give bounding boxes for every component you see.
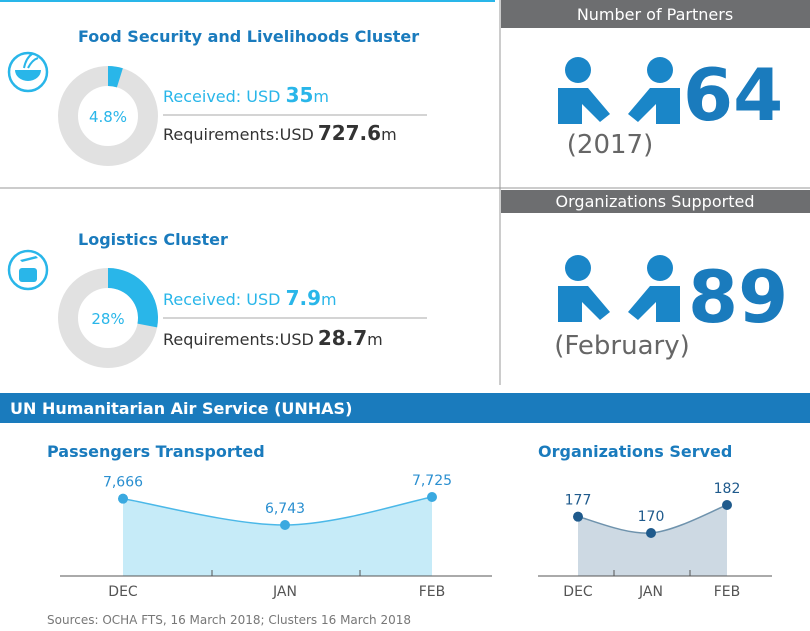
received: Received: USD 7.9m — [163, 286, 337, 310]
section-bar — [0, 393, 810, 423]
point — [646, 528, 656, 538]
x-tick-label: JAN — [638, 584, 663, 600]
panel-header — [501, 190, 810, 213]
chart-title: Passengers Transported — [47, 442, 265, 461]
logistics-icon — [7, 249, 49, 291]
donut-segment — [108, 66, 123, 88]
point — [722, 500, 732, 510]
point — [280, 520, 290, 530]
x-tick-label: JAN — [272, 584, 297, 600]
point — [427, 492, 437, 502]
x-tick-label: FEB — [419, 584, 446, 600]
x-tick-label: DEC — [563, 584, 593, 600]
section-title: UN Humanitarian Air Service (UNHAS) — [10, 399, 352, 418]
partners-value: 64 — [683, 53, 783, 137]
received: Received: USD 35m — [163, 83, 329, 107]
area — [123, 497, 432, 576]
donut-label: 28% — [91, 310, 124, 328]
partners-note: (2017) — [567, 130, 653, 160]
requirements: Requirements:USD 28.7m — [163, 326, 383, 350]
point — [573, 511, 583, 522]
value-label: 7,666 — [103, 475, 143, 491]
value-label: 182 — [714, 481, 741, 497]
donut-label: 4.8% — [89, 108, 127, 126]
organizations-value: 89 — [688, 255, 788, 339]
panel-title: Number of Partners — [577, 5, 733, 24]
area — [578, 505, 727, 576]
value-label: 177 — [565, 493, 592, 509]
sources: Sources: OCHA FTS, 16 March 2018; Cluste… — [47, 613, 411, 627]
value-label: 170 — [638, 509, 665, 525]
organizations-note: (February) — [554, 331, 690, 361]
value-label: 6,743 — [265, 501, 305, 517]
x-tick-label: DEC — [108, 584, 138, 600]
organizations-icon — [558, 255, 680, 322]
value-label: 7,725 — [412, 473, 452, 489]
donut-segment — [108, 268, 158, 328]
cluster-title: Logistics Cluster — [78, 230, 228, 249]
panel-header — [501, 0, 810, 28]
chart-title: Organizations Served — [538, 442, 732, 461]
panel-title: Organizations Supported — [556, 192, 755, 211]
cluster-title: Food Security and Livelihoods Cluster — [78, 27, 419, 46]
partners-icon — [558, 57, 680, 124]
requirements: Requirements:USD 727.6m — [163, 121, 397, 145]
x-tick-label: FEB — [714, 584, 741, 600]
point — [118, 493, 128, 504]
food-icon — [7, 51, 49, 93]
